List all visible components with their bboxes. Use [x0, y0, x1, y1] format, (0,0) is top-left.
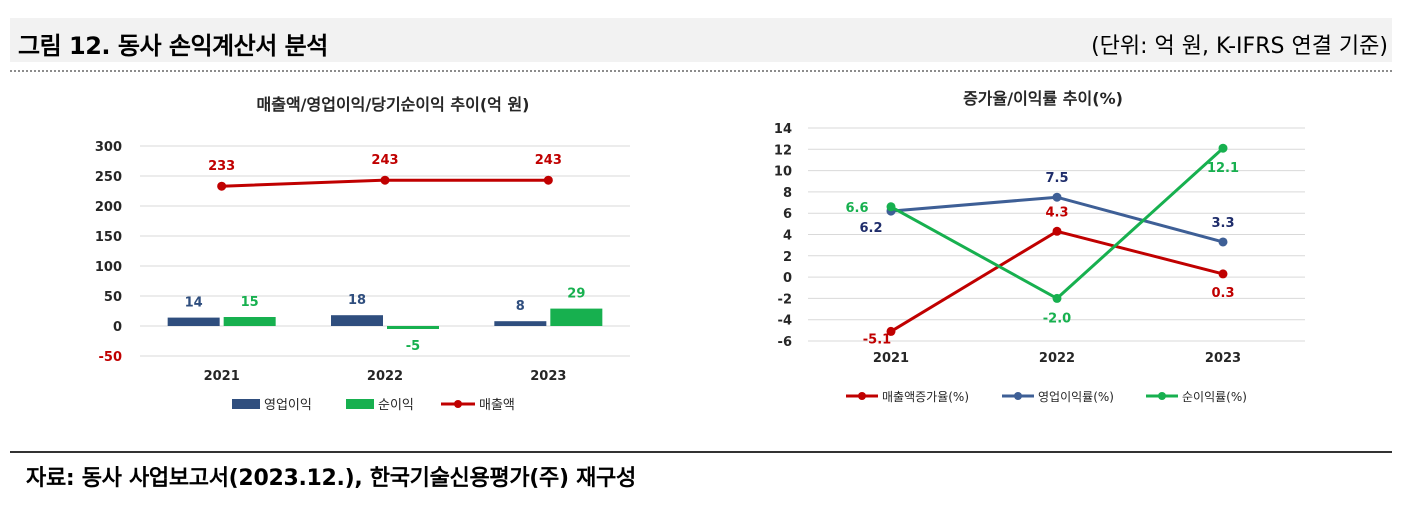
left-x-tick-label: 2022 — [367, 369, 403, 384]
right-y-tick-label: 12 — [774, 143, 792, 158]
left-chart-line — [217, 175, 553, 191]
left-y-tick-label: 250 — [95, 170, 122, 185]
left-x-tick-label: 2023 — [530, 369, 566, 384]
source-note: 자료: 동사 사업보고서(2023.12.), 한국기술신용평가(주) 재구성 — [26, 466, 636, 491]
left-bar-영업이익 — [494, 321, 547, 326]
right-line-label: -2.0 — [1043, 311, 1071, 326]
left-x-tick-label: 2021 — [204, 369, 240, 384]
right-y-tick-label: -2 — [778, 292, 792, 307]
right-y-tick-label: -6 — [778, 335, 792, 350]
right-chart: 증가율/이익률 추이(%) 14 12 10 8 6 4 2 0 -2 -4 -6 -5.1 4.3 0… — [774, 89, 1305, 404]
right-line-label: 3.3 — [1211, 216, 1234, 231]
right-legend-marker — [1014, 392, 1022, 400]
left-chart-data-labels: 14 18 8 15 -5 29 233 243 243 — [185, 153, 586, 354]
right-line-point — [1218, 237, 1228, 247]
right-x-tick-label: 2022 — [1039, 351, 1075, 366]
right-x-tick-label: 2021 — [873, 351, 909, 366]
left-legend-label: 순이익 — [378, 398, 414, 413]
left-bar-label: 18 — [348, 293, 366, 308]
unit-note: (단위: 억 원, K-IFRS 연결 기준) — [1091, 34, 1388, 59]
right-y-tick-label: 10 — [774, 165, 792, 180]
left-bar-label: 29 — [567, 287, 585, 302]
left-y-tick-label: 300 — [95, 140, 122, 155]
left-line-label: 243 — [371, 153, 398, 168]
left-bar-영업이익 — [331, 315, 383, 326]
left-line-label: 243 — [535, 153, 562, 168]
right-y-tick-label: 4 — [783, 229, 792, 244]
right-chart-data-labels: -5.1 4.3 0.3 6.2 7.5 3.3 6.6 -2.0 12.1 — [845, 161, 1239, 347]
left-legend-label: 매출액 — [479, 398, 515, 413]
right-legend-marker — [858, 392, 866, 400]
right-line-point — [1052, 293, 1062, 303]
right-legend-marker — [1158, 392, 1166, 400]
bottom-divider — [10, 451, 1392, 453]
left-bar-순이익 — [550, 308, 603, 326]
right-line-point — [1052, 192, 1062, 202]
left-bar-label: 14 — [185, 296, 203, 311]
right-line-point — [1218, 269, 1228, 279]
left-chart-y-axis: 300 250 200 150 100 50 0 -50 — [95, 140, 122, 365]
left-y-tick-label: 0 — [113, 320, 122, 335]
right-chart-legend: 매출액증가율(%) 영업이익률(%) 순이익률(%) — [846, 390, 1247, 404]
right-line-label: 12.1 — [1207, 161, 1239, 176]
left-y-tick-label: 150 — [95, 230, 122, 245]
right-line-label: 0.3 — [1211, 286, 1234, 301]
right-chart-y-axis: 14 12 10 8 6 4 2 0 -2 -4 -6 — [774, 122, 792, 350]
right-legend-label: 영업이익률(%) — [1038, 390, 1114, 404]
left-chart: 매출액/영업이익/당기순이익 추이(억 원) 30025020015010050… — [95, 95, 630, 413]
left-legend-swatch — [346, 399, 374, 409]
left-line-point — [217, 181, 227, 191]
header-bar — [10, 18, 1392, 62]
left-chart-legend: 영업이익 순이익 매출액 — [232, 398, 515, 413]
right-line-label: -5.1 — [863, 332, 891, 347]
right-line-label: 6.6 — [845, 201, 868, 216]
right-chart-title: 증가율/이익률 추이(%) — [963, 89, 1123, 108]
left-legend-marker — [454, 400, 462, 408]
right-line-label: 6.2 — [859, 221, 882, 236]
right-chart-gridlines — [808, 127, 1305, 342]
right-line-point — [886, 202, 896, 212]
left-legend-swatch — [232, 399, 260, 409]
left-bar-label: -5 — [406, 339, 420, 354]
left-bar-순이익 — [387, 326, 439, 329]
left-bar-순이익 — [223, 317, 276, 326]
right-y-tick-label: -4 — [778, 314, 792, 329]
left-y-tick-label: 100 — [95, 260, 122, 275]
left-y-tick-label: 50 — [104, 290, 122, 305]
right-legend-label: 순이익률(%) — [1182, 390, 1247, 404]
right-y-tick-label: 2 — [783, 250, 792, 265]
right-y-tick-label: 6 — [783, 207, 792, 222]
right-legend-label: 매출액증가율(%) — [882, 390, 969, 404]
left-bar-label: 15 — [241, 295, 259, 310]
left-line-point — [543, 175, 553, 185]
right-y-tick-label: 14 — [774, 122, 792, 137]
right-line-label: 4.3 — [1045, 205, 1068, 220]
left-y-tick-label: -50 — [99, 350, 123, 365]
right-chart-lines — [886, 143, 1228, 336]
right-line-point — [1052, 226, 1062, 236]
right-x-tick-label: 2023 — [1205, 351, 1241, 366]
figure-title: 그림 12. 동사 손익계산서 분석 — [18, 32, 328, 60]
left-chart-x-axis: 2021 2022 2023 — [204, 369, 567, 384]
right-line-point — [886, 326, 896, 336]
left-chart-title: 매출액/영업이익/당기순이익 추이(억 원) — [257, 95, 530, 114]
right-line-label: 7.5 — [1045, 171, 1068, 186]
right-chart-x-axis: 2021 2022 2023 — [873, 351, 1241, 366]
right-line-point — [1218, 143, 1228, 153]
left-line-label: 233 — [208, 159, 235, 174]
left-y-tick-label: 200 — [95, 200, 122, 215]
left-line-point — [380, 175, 390, 185]
right-y-tick-label: 0 — [783, 271, 792, 286]
right-y-tick-label: 8 — [783, 186, 792, 201]
left-chart-bars — [167, 308, 603, 329]
left-bar-label: 8 — [516, 299, 525, 314]
left-bar-영업이익 — [167, 317, 220, 326]
dotted-divider — [10, 70, 1392, 72]
left-legend-label: 영업이익 — [264, 398, 312, 413]
